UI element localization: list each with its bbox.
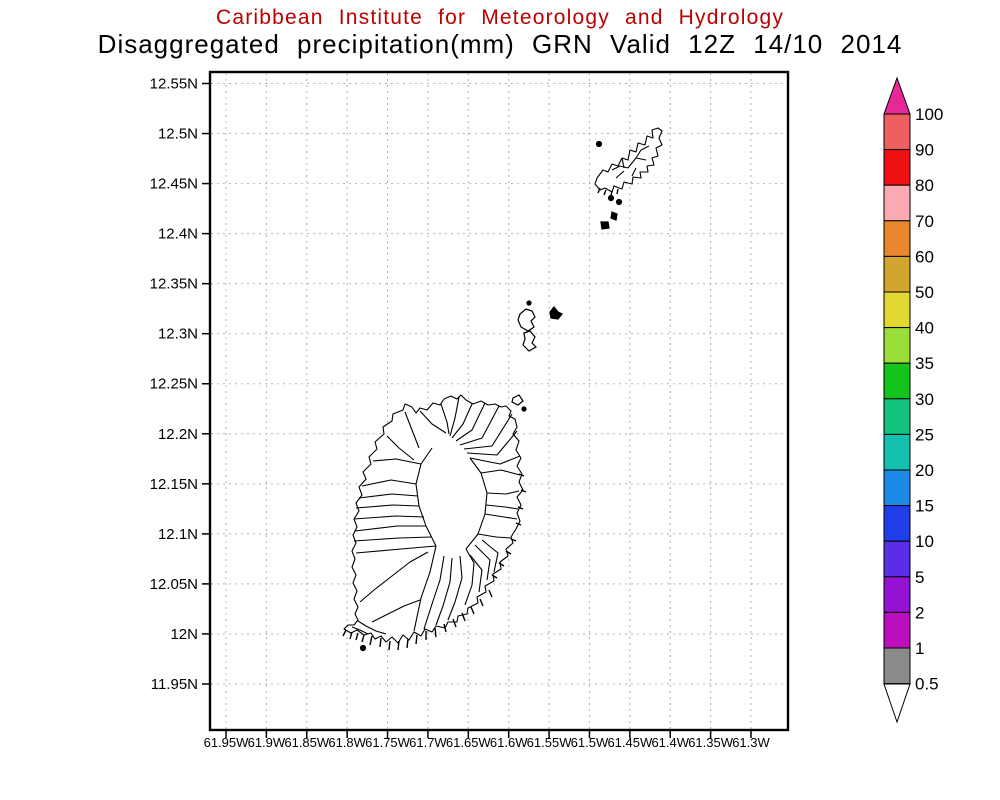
colorbar-segment bbox=[883, 398, 911, 435]
colorbar-level-label: 50 bbox=[915, 283, 934, 302]
colorbar-level-label: 25 bbox=[915, 425, 934, 444]
les-tantes-islet bbox=[549, 306, 563, 320]
lon-label: 61.75W bbox=[365, 735, 411, 750]
colorbar-segment bbox=[883, 362, 911, 400]
colorbar-segment bbox=[883, 327, 911, 364]
colorbar-segment bbox=[883, 647, 911, 685]
lon-label: 61.3W bbox=[732, 735, 770, 750]
lon-label: 61.65W bbox=[446, 735, 492, 750]
lat-label: 12.5N bbox=[158, 126, 198, 143]
latitude-gridlines bbox=[211, 83, 787, 685]
map-frame bbox=[208, 70, 790, 732]
lat-label: 12.2N bbox=[158, 426, 198, 443]
colorbar-level-label: 5 bbox=[915, 568, 924, 587]
islet bbox=[607, 194, 615, 202]
colorbar-labels: 100 90 80 70 60 50 40 35 30 25 20 15 10 5 2 1 0.5 bbox=[915, 105, 943, 694]
offshore-islets bbox=[359, 140, 623, 652]
colorbar-segment bbox=[883, 220, 911, 257]
colorbar-level-label: 0.5 bbox=[915, 675, 939, 694]
lon-label: 61.85W bbox=[284, 735, 330, 750]
colorbar-segment bbox=[883, 505, 911, 542]
colorbar-segments bbox=[883, 113, 911, 685]
colorbar-level-label: 40 bbox=[915, 319, 934, 338]
colorbar-level-label: 20 bbox=[915, 461, 934, 480]
islet bbox=[600, 221, 610, 230]
colorbar-level-label: 35 bbox=[915, 354, 934, 373]
islet bbox=[615, 198, 623, 206]
lon-label: 61.35W bbox=[688, 735, 734, 750]
colorbar-segment bbox=[883, 255, 911, 293]
colorbar-bottom-arrow bbox=[883, 683, 911, 724]
colorbar-level-label: 10 bbox=[915, 532, 934, 551]
colorbar-segment bbox=[883, 469, 911, 507]
carriacou-coastline bbox=[594, 127, 663, 193]
lon-label: 61.6W bbox=[490, 735, 528, 750]
colorbar-level-label: 1 bbox=[915, 639, 924, 658]
colorbar-segment bbox=[883, 149, 911, 186]
lon-label: 61.4W bbox=[651, 735, 689, 750]
grenada-coastline bbox=[343, 394, 524, 644]
longitude-axis-labels: 61.95W 61.9W 61.85W 61.8W 61.75W 61.7W 61.65W 6… bbox=[204, 735, 771, 750]
lat-label: 12.4N bbox=[158, 226, 198, 243]
colorbar-level-label: 15 bbox=[915, 497, 934, 516]
lat-label: 12.25N bbox=[150, 376, 198, 393]
colorbar-segment bbox=[883, 433, 911, 471]
axis-ticks bbox=[202, 82, 752, 738]
page-subtitle: Disaggregated precipitation(mm) GRN Vali… bbox=[97, 29, 903, 59]
grenada-watershed-boundaries bbox=[351, 396, 521, 635]
ronde-island-south bbox=[522, 330, 537, 352]
colorbar-level-label: 90 bbox=[915, 141, 934, 160]
lat-label: 12.15N bbox=[150, 476, 198, 493]
colorbar-segment bbox=[883, 291, 911, 329]
lon-label: 61.8W bbox=[328, 735, 366, 750]
colorbar-top-arrow bbox=[883, 76, 911, 115]
lon-label: 61.5W bbox=[571, 735, 609, 750]
lon-label: 61.55W bbox=[527, 735, 573, 750]
carriacou-watershed-boundaries bbox=[611, 145, 650, 179]
lat-label: 12N bbox=[170, 626, 198, 643]
colorbar-level-label: 2 bbox=[915, 603, 924, 622]
grenada-coast-inlets bbox=[342, 473, 527, 651]
colorbar-segment bbox=[883, 184, 911, 222]
lon-label: 61.95W bbox=[204, 735, 250, 750]
colorbar-segment bbox=[883, 576, 911, 613]
colorbar-level-label: 70 bbox=[915, 212, 934, 231]
lat-label: 12.05N bbox=[150, 576, 198, 593]
carriacou-island bbox=[594, 127, 663, 197]
colorbar-level-label: 80 bbox=[915, 176, 934, 195]
colorbar-level-label: 100 bbox=[915, 105, 943, 124]
lon-label: 61.45W bbox=[607, 735, 653, 750]
lat-label: 12.55N bbox=[150, 76, 198, 93]
islet bbox=[526, 300, 532, 306]
lat-label: 12.45N bbox=[150, 176, 198, 193]
colorbar-segment bbox=[883, 113, 911, 151]
islet bbox=[610, 211, 618, 221]
longitude-gridlines bbox=[225, 73, 752, 729]
islet bbox=[595, 140, 603, 148]
page-title: Caribbean Institute for Meteorology and … bbox=[215, 6, 785, 29]
glover-islet bbox=[359, 644, 367, 652]
ronde-island bbox=[517, 308, 536, 332]
colorbar-segment bbox=[883, 611, 911, 649]
lat-label: 12.3N bbox=[158, 326, 198, 343]
colorbar-segment bbox=[883, 540, 911, 578]
islet-near-grenada-north bbox=[511, 394, 524, 406]
lat-label: 12.1N bbox=[158, 526, 198, 543]
latitude-axis-labels: 12.55N 12.5N 12.45N 12.4N 12.35N 12.3N 12.25N 1… bbox=[150, 76, 198, 693]
colorbar-level-label: 30 bbox=[915, 390, 934, 409]
lat-label: 11.95N bbox=[151, 676, 198, 693]
lat-label: 12.35N bbox=[150, 276, 198, 293]
precipitation-colorbar: 100 90 80 70 60 50 40 35 30 25 20 15 10 5 2 1 0.5 bbox=[883, 76, 943, 724]
colorbar-level-label: 60 bbox=[915, 247, 934, 266]
lon-label: 61.7W bbox=[409, 735, 447, 750]
islet bbox=[521, 406, 527, 412]
grenada-island bbox=[342, 394, 527, 651]
lon-label: 61.9W bbox=[248, 735, 286, 750]
